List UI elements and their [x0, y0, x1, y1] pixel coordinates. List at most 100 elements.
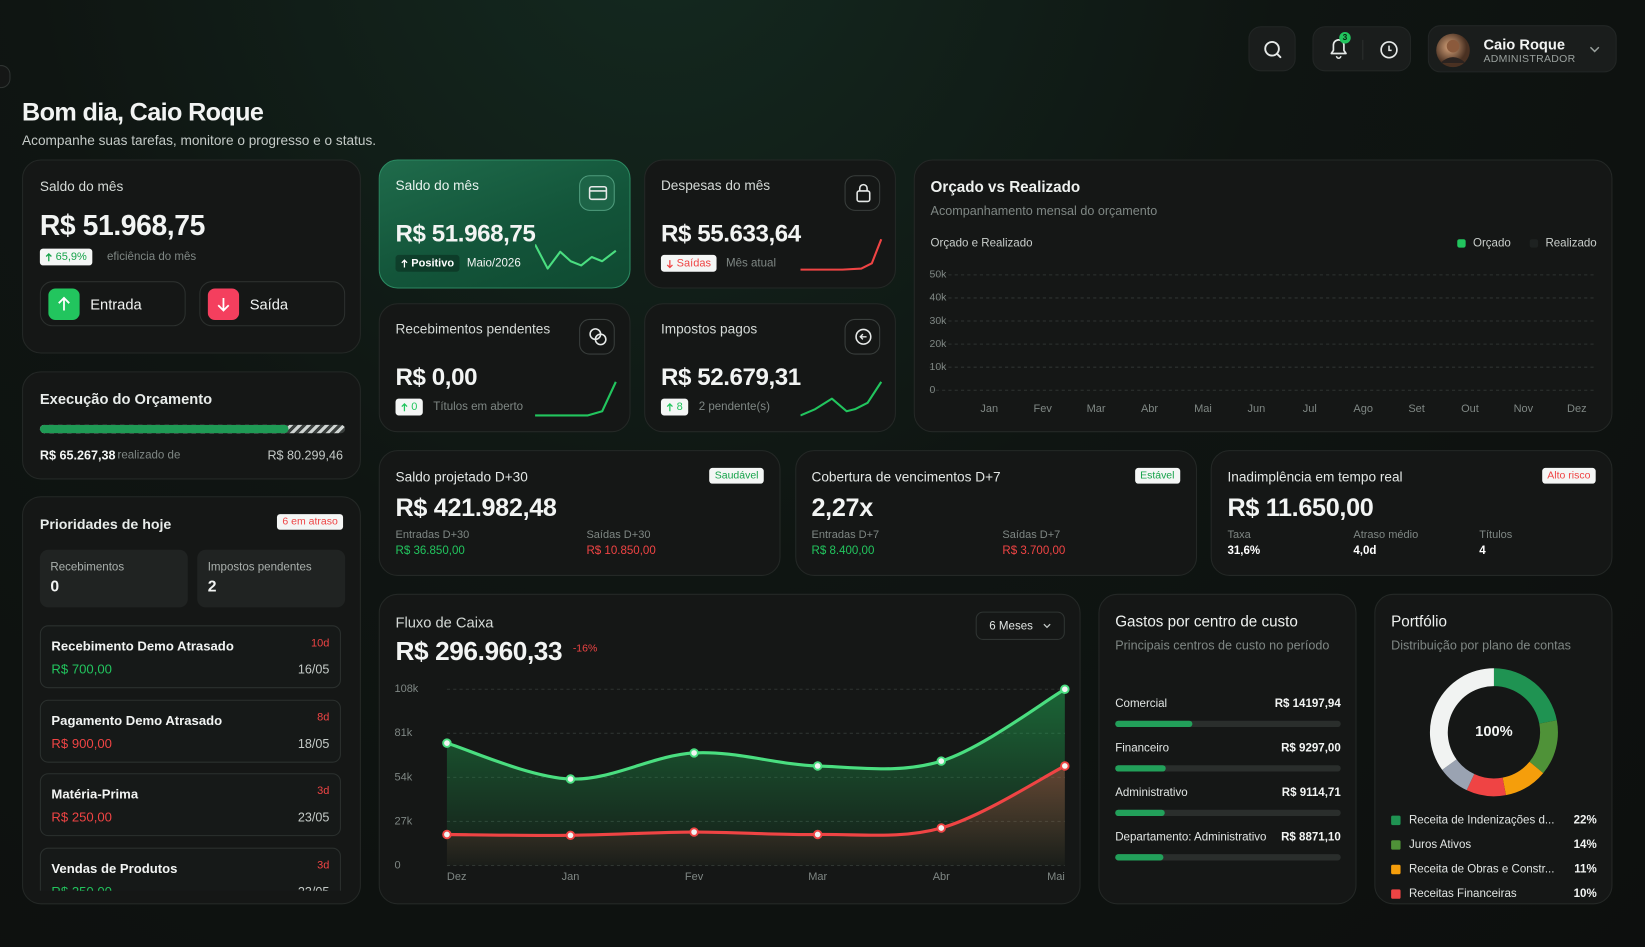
notification-count: 3: [1342, 32, 1348, 42]
greeting-subtitle: Acompanhe suas tarefas, monitore o progr…: [22, 132, 377, 148]
priority-item: Pagamento Demo Atrasado 8d R$ 900,00 18/05: [39, 699, 341, 763]
income-button[interactable]: Entrada: [39, 281, 186, 327]
forecast-tag: Saudável: [709, 467, 764, 484]
cost-center-card: Gastos por centro de custo Principais ce…: [1098, 593, 1357, 905]
priorities-card: Prioridades de hoje 6 em atraso Recebime…: [22, 496, 361, 905]
stat-value: 0: [50, 578, 60, 596]
cash-flow-total: R$ 296.960,33: [395, 636, 563, 667]
forecast-stat-value: 4,0d: [1353, 544, 1377, 558]
realized-value: R$ 65.267,38: [39, 447, 116, 463]
user-menu[interactable]: Caio Roque ADMINISTRADOR: [1427, 25, 1617, 73]
kpi-title: Saldo do mês: [395, 177, 479, 194]
forecast-stat-value: 31,6%: [1227, 544, 1261, 558]
actions-pill: 3: [1312, 26, 1412, 72]
cash-flow-change: -16%: [572, 643, 598, 655]
kpi-badge: 0: [395, 398, 423, 416]
item-amount: R$ 250,00: [51, 810, 112, 826]
item-delay: 8d: [317, 710, 330, 724]
period-select[interactable]: 6 Meses: [975, 611, 1065, 640]
forecast-stat-label: Entradas D+30: [395, 528, 470, 542]
kpi-card: Recebimentos pendentes R$ 0,00 0 Títulos em…: [378, 303, 631, 433]
shape: [855, 328, 872, 345]
chart-title: Portfólio: [1391, 613, 1447, 631]
shape: [856, 190, 871, 203]
cash-flow-card: Fluxo de Caixa R$ 296.960,33 -16% 6 Mese…: [378, 593, 1081, 905]
chart-subtitle: Principais centros de custo no período: [1115, 637, 1330, 653]
balance-card: Saldo do mês R$ 51.968,75 65,9% eficiênc…: [22, 159, 361, 354]
arrow: [666, 259, 673, 268]
sparkline: [800, 238, 883, 271]
shape: [1380, 41, 1398, 59]
sparkline: [535, 381, 617, 417]
stat-value: 2: [207, 578, 217, 596]
forecast-stat-label: Títulos: [1479, 528, 1513, 542]
budget-total: R$ 80.299,46: [267, 447, 344, 463]
kpi-value: R$ 51.968,75: [395, 219, 536, 247]
icon: [589, 328, 607, 346]
period-label: 6 Meses: [989, 620, 1033, 633]
kpi-icon: [579, 318, 615, 355]
priorities-title: Prioridades de hoje: [39, 516, 172, 532]
kpi-note: Títulos em aberto: [433, 400, 524, 414]
item-date: 23/05: [298, 884, 330, 890]
shape: [1043, 623, 1051, 629]
shape: [401, 402, 408, 411]
shape: [58, 296, 70, 311]
chart-title: Orçado vs Realizado: [930, 179, 1081, 197]
shape: [858, 183, 868, 191]
item-delay: 10d: [311, 636, 330, 650]
kpi-badge: Saídas: [660, 254, 717, 272]
stat-box: Recebimentos 0: [39, 549, 188, 608]
shape: [1276, 53, 1282, 59]
kpi-note: Mês atual: [725, 257, 777, 270]
portfolio-card: Portfólio Distribuição por plano de cont…: [1374, 593, 1613, 905]
forecast-value: 2,27x: [811, 494, 873, 523]
kpi-title: Despesas do mês: [660, 177, 771, 194]
priority-item: Recebimento Demo Atrasado 10d R$ 700,00 16/…: [39, 625, 341, 689]
kpi-icon: [844, 175, 881, 211]
realized-note: realizado de: [117, 449, 181, 462]
shape: [1264, 41, 1280, 57]
balance-value: R$ 51.968,75: [39, 209, 205, 242]
chart-title: Gastos por centro de custo: [1115, 613, 1298, 631]
balance-note: eficiência do mês: [107, 250, 197, 264]
shape: [217, 297, 230, 312]
shape: [1335, 55, 1342, 59]
shape: [666, 402, 673, 411]
badge-text: 0: [411, 400, 418, 414]
badge-text: 65,9%: [55, 250, 87, 264]
priority-item: Matéria-Prima 3d R$ 250,00 23/05: [39, 773, 341, 837]
item-amount: R$ 900,00: [51, 736, 112, 751]
balance-badge: 65,9%: [39, 248, 93, 266]
sidebar-toggle[interactable]: [0, 65, 11, 89]
sparkline-path: [800, 238, 883, 271]
sparkline-path: [535, 381, 617, 417]
user-name: Caio Roque: [1483, 35, 1566, 53]
sparkline: [800, 381, 883, 417]
forecast-stat-value: R$ 3.700,00: [1002, 544, 1066, 558]
forecast-stat-value: R$ 10.850,00: [586, 544, 656, 558]
forecast-stat-label: Entradas D+7: [811, 528, 880, 542]
search-button[interactable]: [1248, 26, 1296, 72]
item-amount: R$ 250,00: [51, 884, 112, 890]
forecast-stat-value: R$ 36.850,00: [395, 544, 465, 558]
forecast-card: Saldo projetado D+30 Saudável R$ 421.982,4…: [378, 450, 781, 576]
item-title: Vendas de Produtos: [51, 861, 178, 877]
bell-clock-icons: [1330, 31, 1398, 60]
arrow: [666, 402, 673, 411]
forecast-stat-label: Taxa: [1227, 528, 1251, 542]
shape: [859, 333, 867, 340]
income-label: Entrada: [90, 295, 142, 313]
chart-title: Fluxo de Caixa: [395, 613, 494, 631]
kpi-badge: Positivo: [395, 254, 460, 272]
chevron: [1043, 623, 1051, 629]
forecast-stat-label: Saídas D+30: [586, 528, 651, 542]
item-date: 16/05: [297, 661, 330, 677]
forecast-stat-value: 4: [1479, 544, 1486, 558]
budget-fill: [39, 424, 288, 434]
avatar: [1436, 33, 1470, 68]
arrow: [401, 402, 408, 411]
expense-button[interactable]: Saída: [199, 281, 346, 327]
priority-list: Recebimento Demo Atrasado 10d R$ 700,00 16/…: [23, 497, 360, 891]
